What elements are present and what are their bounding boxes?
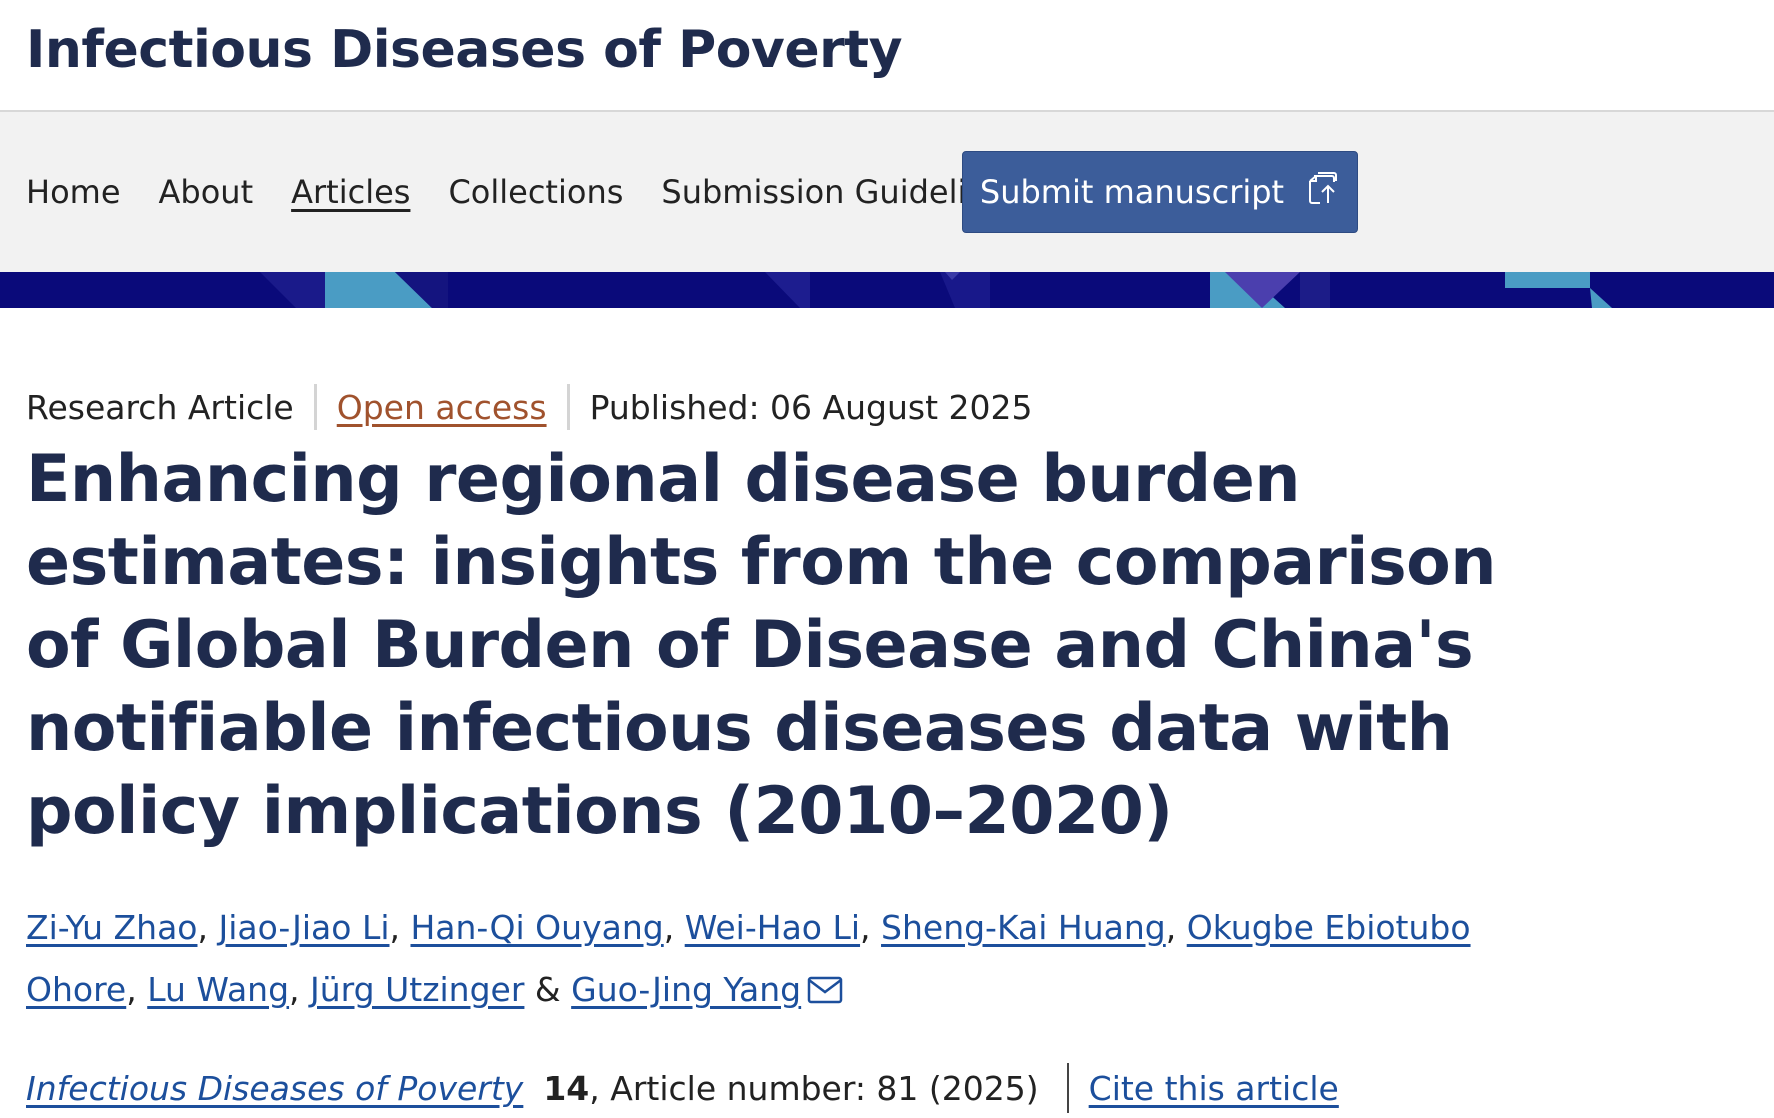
article-number: , Article number: 81 (2025) xyxy=(589,1068,1039,1108)
meta-divider xyxy=(313,384,317,430)
decorative-banner xyxy=(0,272,1774,308)
article-meta: Research Article Open access Published: … xyxy=(26,384,1748,430)
author-list: Zi-Yu Zhao, Jiao-Jiao Li, Han-Qi Ouyang,… xyxy=(26,897,1526,1025)
article-title: Enhancing regional disease burden estima… xyxy=(26,442,1497,849)
nav-list: Home About Articles Collections Submissi… xyxy=(26,173,1061,211)
author-link[interactable]: Jürg Utzinger xyxy=(310,970,525,1009)
main-navigation: Home About Articles Collections Submissi… xyxy=(0,112,1774,272)
author-link[interactable]: Han-Qi Ouyang xyxy=(410,908,664,947)
cite-this-article-link[interactable]: Cite this article xyxy=(1088,1068,1339,1108)
author-link[interactable]: Zi-Yu Zhao xyxy=(26,908,198,947)
citation-divider xyxy=(1066,1063,1069,1113)
citation-line: Infectious Diseases of Poverty 14 , Arti… xyxy=(26,1063,1748,1113)
author-link[interactable]: Guo-Jing Yang xyxy=(571,970,802,1009)
volume-number: 14 xyxy=(543,1068,590,1108)
submit-document-icon xyxy=(1306,170,1340,214)
open-access-link[interactable]: Open access xyxy=(336,387,547,427)
author-link[interactable]: Sheng-Kai Huang xyxy=(881,908,1166,947)
mail-icon[interactable] xyxy=(807,963,843,1025)
author-link[interactable]: Okugbe Ebiotubo Ohore xyxy=(26,908,1471,1009)
nav-item-home[interactable]: Home xyxy=(26,173,121,211)
author-link[interactable]: Lu Wang xyxy=(147,970,290,1009)
submit-manuscript-button[interactable]: Submit manuscript xyxy=(962,151,1358,233)
article-type: Research Article xyxy=(26,387,294,427)
nav-item-collections[interactable]: Collections xyxy=(448,173,624,211)
nav-item-articles[interactable]: Articles xyxy=(291,173,411,211)
journal-title[interactable]: Infectious Diseases of Poverty xyxy=(26,20,902,80)
author-link[interactable]: Wei-Hao Li xyxy=(684,908,861,947)
submit-manuscript-label: Submit manuscript xyxy=(979,173,1285,211)
journal-link[interactable]: Infectious Diseases of Poverty xyxy=(26,1068,524,1108)
published-date: Published: 06 August 2025 xyxy=(589,387,1033,427)
author-link[interactable]: Jiao-Jiao Li xyxy=(218,908,390,947)
article-header: Research Article Open access Published: … xyxy=(0,384,1774,1113)
meta-divider xyxy=(566,384,570,430)
site-header: Infectious Diseases of Poverty xyxy=(0,0,1774,112)
nav-item-about[interactable]: About xyxy=(158,173,254,211)
